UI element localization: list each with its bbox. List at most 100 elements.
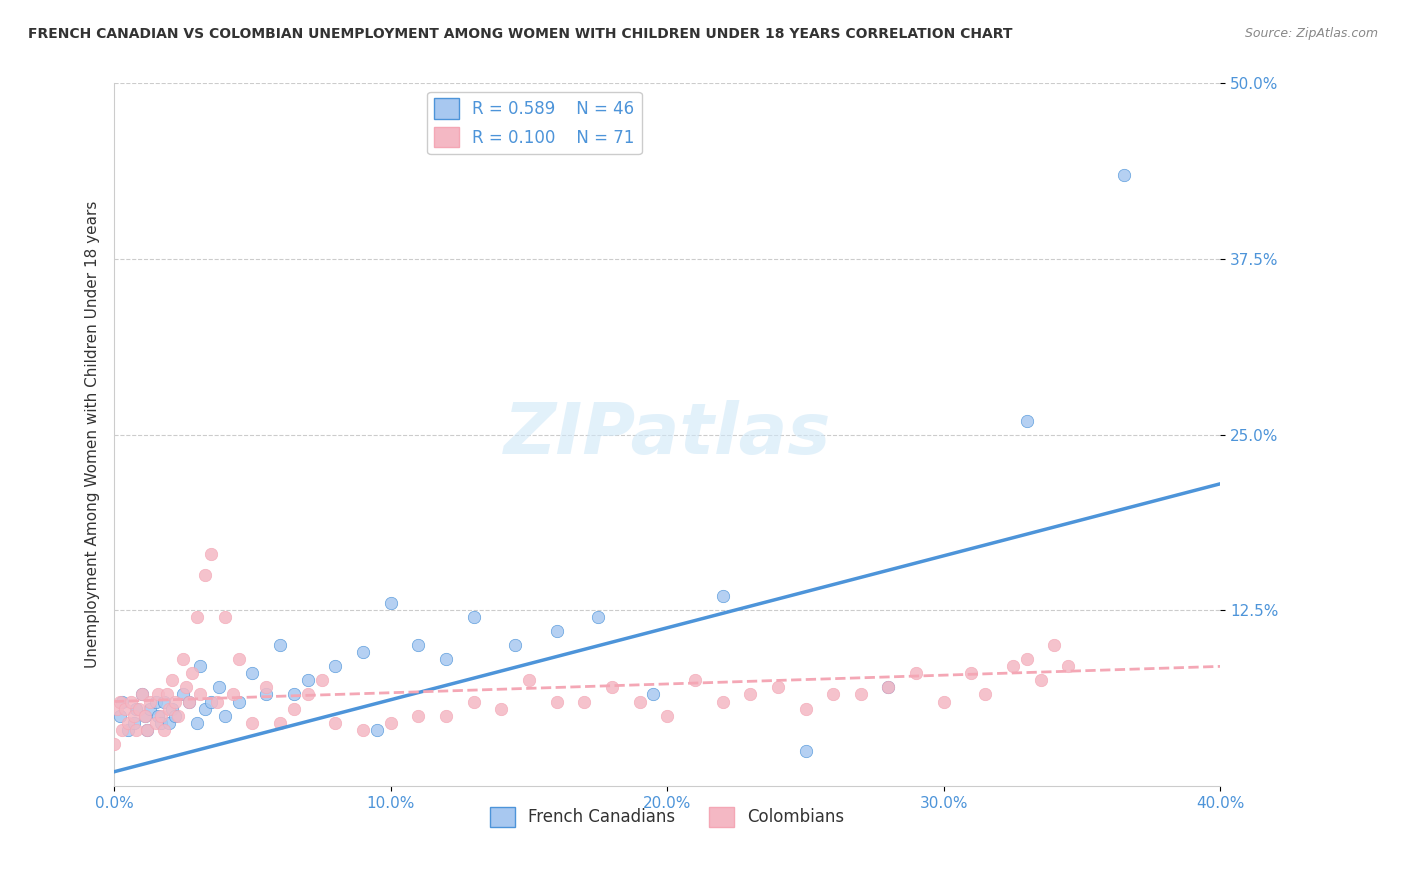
Point (194, 568, 217, 582)
Point (380, 715, 402, 730)
Point (162, 701, 184, 715)
Point (153, 723, 176, 737)
Point (117, 723, 139, 737)
Point (434, 708, 457, 723)
Point (628, 694, 651, 708)
Point (163, 708, 186, 723)
Point (117, 715, 139, 730)
Point (463, 694, 485, 708)
Point (159, 715, 181, 730)
Point (586, 610, 609, 624)
Point (325, 659, 347, 673)
Point (242, 666, 264, 681)
Point (283, 688, 305, 702)
Point (1057, 659, 1080, 673)
Point (1029, 673, 1052, 688)
Point (148, 708, 170, 723)
Point (108, 694, 131, 708)
Point (503, 638, 526, 652)
Point (1112, 168, 1135, 182)
Point (325, 715, 347, 730)
Point (125, 701, 148, 715)
Point (200, 547, 222, 561)
Point (186, 715, 208, 730)
Point (1043, 638, 1066, 652)
Point (136, 723, 159, 737)
Point (352, 645, 374, 659)
Point (114, 701, 136, 715)
Point (254, 681, 277, 695)
Point (145, 694, 167, 708)
Point (134, 708, 156, 723)
Point (463, 610, 485, 624)
Point (711, 694, 734, 708)
Point (122, 708, 145, 723)
Point (600, 681, 623, 695)
Point (156, 688, 179, 702)
Point (125, 723, 148, 737)
Point (214, 708, 236, 723)
Point (172, 652, 194, 666)
Point (174, 681, 197, 695)
Point (683, 673, 706, 688)
Point (283, 701, 305, 715)
Point (574, 694, 596, 708)
Point (643, 688, 665, 702)
Point (172, 688, 194, 702)
Point (905, 666, 928, 681)
Point (120, 694, 142, 708)
Point (108, 708, 131, 723)
Point (111, 694, 134, 708)
Point (740, 688, 762, 702)
Point (960, 666, 983, 681)
Point (254, 688, 277, 702)
Point (150, 715, 173, 730)
Point (139, 701, 162, 715)
Point (766, 681, 789, 695)
Point (105, 701, 128, 715)
Point (877, 681, 900, 695)
Point (228, 652, 250, 666)
Point (242, 715, 264, 730)
Point (159, 701, 181, 715)
Point (139, 694, 162, 708)
Point (162, 673, 184, 688)
Point (711, 589, 734, 603)
Point (166, 708, 188, 723)
Point (111, 723, 134, 737)
Point (408, 708, 430, 723)
Point (128, 701, 150, 715)
Point (877, 681, 900, 695)
Point (131, 688, 153, 702)
Point (434, 652, 457, 666)
Text: ZIPatlas: ZIPatlas (503, 401, 831, 469)
Point (180, 666, 202, 681)
Legend: French Canadians, Colombians: French Canadians, Colombians (484, 800, 851, 834)
Point (546, 624, 568, 639)
Point (932, 694, 955, 708)
Point (849, 688, 872, 702)
Point (177, 694, 200, 708)
Point (491, 701, 513, 715)
Point (1015, 413, 1038, 427)
Point (205, 694, 228, 708)
Text: FRENCH CANADIAN VS COLOMBIAN UNEMPLOYMENT AMONG WOMEN WITH CHILDREN UNDER 18 YEA: FRENCH CANADIAN VS COLOMBIAN UNEMPLOYMEN… (28, 27, 1012, 41)
Point (145, 715, 167, 730)
Point (311, 673, 333, 688)
Point (208, 681, 231, 695)
Point (794, 744, 817, 758)
Point (148, 688, 170, 702)
Point (222, 688, 245, 702)
Point (408, 638, 430, 652)
Point (794, 701, 817, 715)
Point (214, 610, 236, 624)
Point (150, 708, 173, 723)
Point (163, 694, 186, 708)
Point (352, 723, 374, 737)
Point (269, 638, 291, 652)
Point (122, 715, 145, 730)
Point (823, 688, 845, 702)
Point (228, 694, 250, 708)
Point (177, 694, 200, 708)
Point (200, 694, 222, 708)
